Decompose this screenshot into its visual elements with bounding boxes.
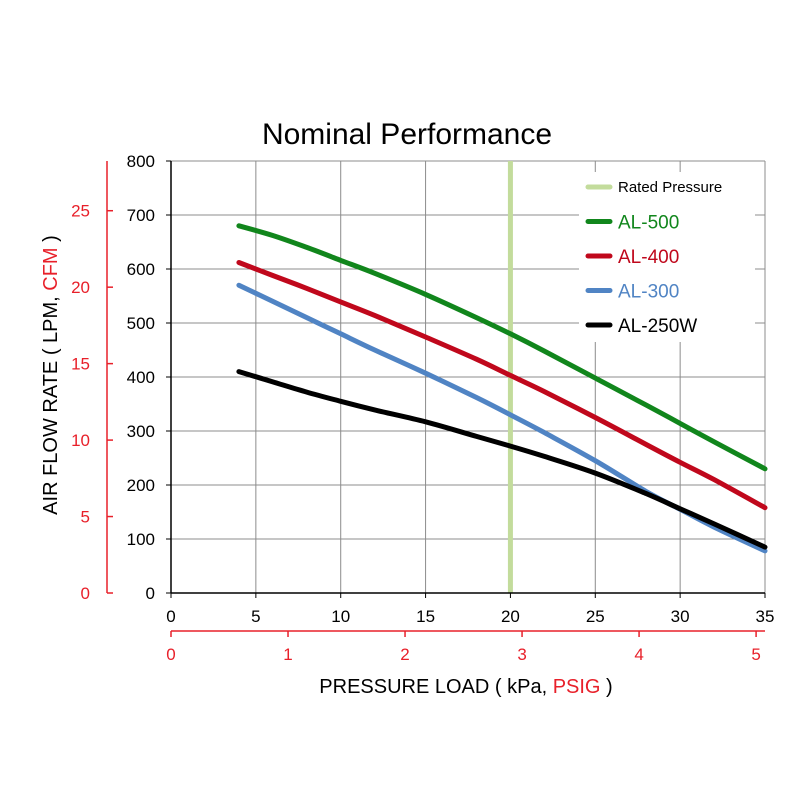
secondary-x-tick-label: 5 <box>751 645 760 664</box>
legend-label: AL-250W <box>618 316 697 337</box>
x-tick-label: 20 <box>501 607 520 626</box>
y-tick-label: 300 <box>127 422 155 441</box>
secondary-y-tick-label: 10 <box>71 431 90 450</box>
x-tick-label: 15 <box>416 607 435 626</box>
y-tick-label: 700 <box>127 206 155 225</box>
series-line-al-250w <box>236 369 768 550</box>
x-tick-label: 35 <box>756 607 775 626</box>
y-tick-label: 100 <box>127 530 155 549</box>
chart-title: Nominal Performance <box>262 118 552 151</box>
secondary-x-tick-label: 2 <box>400 645 409 664</box>
legend-label: Rated Pressure <box>618 179 722 196</box>
secondary-x-tick-label: 1 <box>283 645 292 664</box>
secondary-y-tick-label: 5 <box>81 508 90 527</box>
series-lines <box>236 223 768 554</box>
x-tick-label: 30 <box>671 607 690 626</box>
x-tick-label: 0 <box>166 607 175 626</box>
y-tick-label: 600 <box>127 260 155 279</box>
secondary-x-tick-label: 4 <box>634 645 643 664</box>
y-tick-label: 200 <box>127 476 155 495</box>
secondary-x-tick-label: 0 <box>166 645 175 664</box>
y-axis-label: AIR FLOW RATE ( LPM, CFM ) <box>40 235 62 515</box>
secondary-y-tick-label: 25 <box>71 202 90 221</box>
secondary-y-tick-label: 0 <box>81 584 90 603</box>
series-line-al-500 <box>236 223 768 472</box>
x-tick-label: 10 <box>331 607 350 626</box>
x-axis-label: PRESSURE LOAD ( kPa, PSIG ) <box>319 676 612 698</box>
secondary-y-tick-label: 15 <box>71 355 90 374</box>
y-tick-label: 0 <box>146 584 155 603</box>
legend-label: AL-500 <box>618 213 679 234</box>
y-tick-label: 400 <box>127 368 155 387</box>
x-tick-label: 5 <box>251 607 260 626</box>
legend: Rated Pressure AL-500 AL-400 AL-300 AL-250W <box>579 172 755 342</box>
legend-label: AL-300 <box>618 282 679 303</box>
legend-label: AL-400 <box>618 247 679 268</box>
secondary-x-tick-label: 3 <box>517 645 526 664</box>
secondary-y-tick-label: 20 <box>71 278 90 297</box>
y-tick-label: 800 <box>127 152 155 171</box>
x-tick-label: 25 <box>586 607 605 626</box>
series-line-al-400 <box>236 260 768 511</box>
y-tick-label: 500 <box>127 314 155 333</box>
